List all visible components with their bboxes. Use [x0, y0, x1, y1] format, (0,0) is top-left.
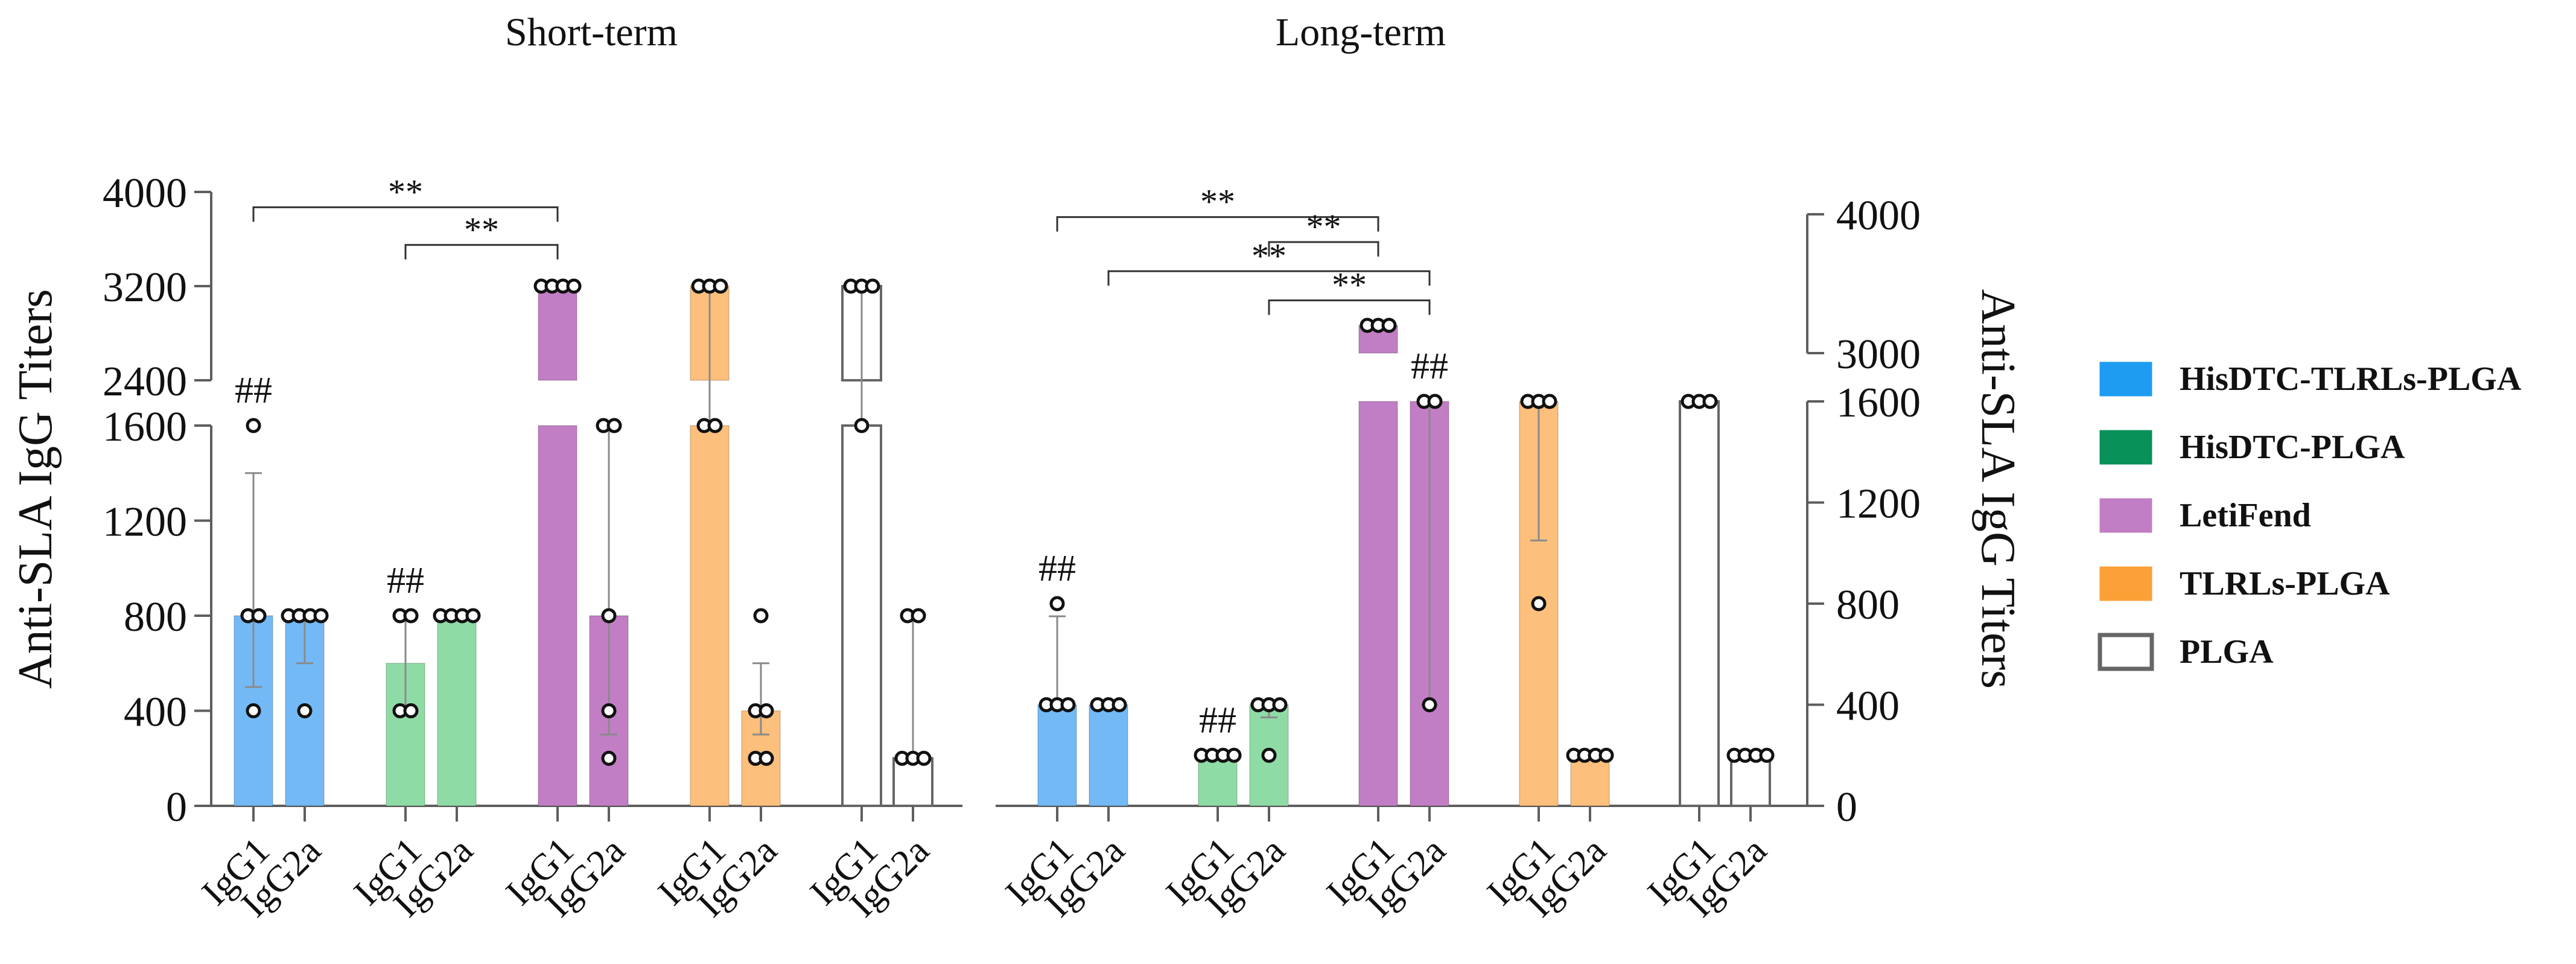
- data-point: [713, 278, 728, 294]
- legend-swatch: [2099, 566, 2152, 601]
- significance-bracket: [1268, 299, 1431, 315]
- significance-annotation: ##: [235, 370, 272, 411]
- legend-label: TLRLs-PLGA: [2180, 565, 2390, 602]
- bar: [1679, 400, 1720, 807]
- significance-annotation: ##: [1199, 700, 1236, 741]
- significance-label: **: [388, 172, 423, 211]
- bar: [1358, 401, 1398, 806]
- y-tick-label: 1200: [1836, 481, 1921, 528]
- significance-label: **: [464, 210, 499, 249]
- bar: [690, 425, 730, 806]
- data-point: [566, 278, 582, 294]
- data-point: [1598, 747, 1614, 763]
- y-tick-label: 800: [124, 594, 187, 640]
- significance-bracket: [1056, 216, 1379, 232]
- data-point: [403, 703, 419, 718]
- legend-label: HisDTC-PLGA: [2180, 429, 2405, 466]
- data-point: [1060, 697, 1076, 712]
- data-point: [1381, 318, 1397, 333]
- panel-title: Short-term: [505, 10, 678, 54]
- data-point: [1702, 394, 1718, 409]
- significance-annotation: ##: [1411, 346, 1448, 387]
- y-tick-label: 3200: [103, 264, 187, 311]
- data-point: [606, 418, 622, 433]
- bar: [437, 615, 477, 806]
- data-point: [758, 703, 774, 718]
- data-point: [916, 750, 932, 766]
- y-tick-label: 1600: [1836, 380, 1921, 426]
- y-tick-label: 2400: [103, 359, 187, 405]
- data-point: [707, 418, 723, 433]
- legend-swatch: [2099, 362, 2152, 397]
- data-point: [1111, 697, 1127, 712]
- y-tick-label: 1200: [103, 499, 187, 546]
- data-point: [246, 703, 261, 718]
- bar: [538, 425, 577, 806]
- long-term-panel: Long-term Anti-SLA IgG Titers 0 400 800 120…: [996, 10, 2024, 925]
- y-tick-label: 1600: [103, 404, 187, 450]
- significance-bracket: [1268, 241, 1379, 257]
- data-point: [865, 278, 880, 294]
- data-point: [1049, 596, 1065, 611]
- data-point: [601, 750, 617, 766]
- data-point: [313, 608, 329, 624]
- data-point: [1759, 747, 1775, 763]
- data-point: [403, 608, 419, 624]
- data-point: [1261, 747, 1277, 763]
- bar: [1037, 704, 1077, 806]
- data-point: [1272, 697, 1288, 712]
- legend-swatch: [2099, 430, 2152, 465]
- data-point: [1542, 394, 1557, 409]
- data-point: [1531, 596, 1547, 611]
- legend-swatch: [2099, 498, 2152, 533]
- y-tick-label: 400: [1836, 683, 1900, 730]
- significance-label: **: [1306, 207, 1341, 246]
- significance-label: **: [1251, 236, 1286, 275]
- legend-label: HisDTC-TLRLs-PLGA: [2180, 360, 2522, 398]
- short-term-panel: Short-term Anti-SLA IgG Titers 0 400 800 12…: [9, 10, 962, 925]
- bar-upper-segment: [538, 286, 577, 381]
- panel-title: Long-term: [1276, 10, 1446, 54]
- significance-bracket: [1107, 270, 1431, 286]
- data-point: [911, 608, 926, 624]
- y-tick-label: 3000: [1836, 331, 1921, 378]
- data-point: [854, 418, 870, 433]
- y-axis-label: Anti-SLA IgG Titers: [9, 289, 62, 689]
- data-point: [601, 703, 617, 718]
- y-tick-label: 0: [1836, 784, 1857, 831]
- data-point: [753, 608, 769, 624]
- y-tick-label: 4000: [1836, 193, 1921, 239]
- significance-bracket: [404, 244, 559, 260]
- legend-label: LetiFend: [2180, 497, 2311, 534]
- bar: [1730, 754, 1771, 807]
- data-point: [1427, 394, 1443, 409]
- bar: [1198, 755, 1238, 806]
- data-point: [246, 418, 261, 433]
- legend-swatch: [2097, 633, 2154, 671]
- data-point: [465, 608, 481, 624]
- data-point: [1422, 697, 1437, 712]
- bar: [841, 424, 882, 807]
- legend: HisDTC-TLRLs-PLGA HisDTC-PLGA LetiFend TLRL…: [2097, 360, 2522, 671]
- significance-label: **: [1332, 266, 1367, 305]
- significance-annotation: ##: [387, 560, 424, 601]
- y-tick-label: 0: [166, 784, 187, 831]
- y-tick-label: 800: [1836, 582, 1900, 628]
- bar: [1570, 755, 1610, 806]
- y-tick-label: 400: [124, 689, 187, 736]
- significance-annotation: ##: [1038, 548, 1076, 589]
- data-point: [758, 750, 774, 766]
- legend-label: PLGA: [2180, 633, 2274, 671]
- y-tick-label: 4000: [103, 170, 187, 217]
- data-point: [1226, 747, 1242, 763]
- significance-label: **: [1200, 182, 1235, 222]
- data-point: [251, 608, 267, 624]
- significance-bracket: [252, 206, 559, 222]
- y-axis-label: Anti-SLA IgG Titers: [1971, 289, 2024, 689]
- data-point: [297, 703, 313, 718]
- data-point: [601, 608, 617, 624]
- bar: [1089, 704, 1128, 806]
